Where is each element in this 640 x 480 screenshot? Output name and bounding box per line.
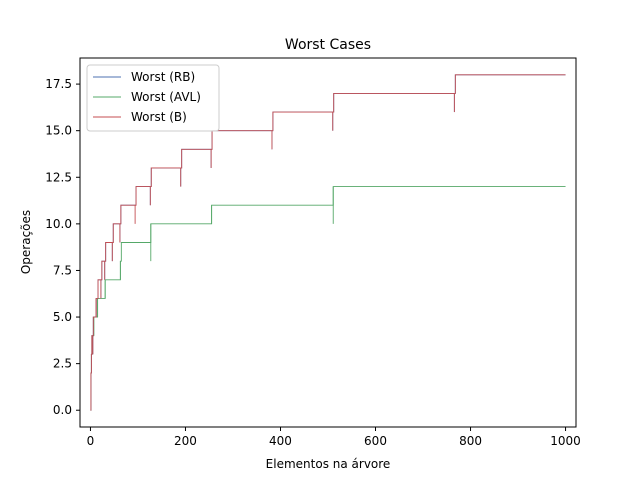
y-tick-label: 17.5 bbox=[45, 77, 72, 91]
x-tick-label: 400 bbox=[269, 434, 292, 448]
x-axis-ticks: 0 200 400 600 800 1000 bbox=[87, 427, 581, 448]
y-tick-label: 5.0 bbox=[53, 310, 72, 324]
x-axis-label: Elementos na árvore bbox=[266, 457, 391, 471]
y-tick-label: 0.0 bbox=[53, 403, 72, 417]
x-tick-label: 0 bbox=[87, 434, 95, 448]
legend-entry: Worst (RB) bbox=[131, 70, 195, 84]
y-tick-label: 12.5 bbox=[45, 170, 72, 184]
x-tick-label: 200 bbox=[174, 434, 197, 448]
x-tick-label: 600 bbox=[364, 434, 387, 448]
y-tick-label: 15.0 bbox=[45, 124, 72, 138]
chart-title: Worst Cases bbox=[285, 37, 371, 53]
legend-entry: Worst (AVL) bbox=[131, 90, 201, 104]
y-tick-label: 7.5 bbox=[53, 263, 72, 277]
plot-lines bbox=[90, 74, 566, 411]
y-axis-ticks: 0.0 2.5 5.0 7.5 10.0 12.5 15.0 17.5 bbox=[45, 77, 80, 417]
y-tick-label: 10.0 bbox=[45, 217, 72, 231]
y-tick-label: 2.5 bbox=[53, 357, 72, 371]
axes-frame bbox=[79, 57, 577, 428]
legend-entry: Worst (B) bbox=[131, 110, 187, 124]
y-axis-label: Operações bbox=[19, 210, 33, 274]
x-tick-label: 800 bbox=[459, 434, 482, 448]
legend-box bbox=[86, 64, 220, 132]
x-tick-label: 1000 bbox=[550, 434, 581, 448]
series-line-2 bbox=[90, 74, 566, 411]
legend: Worst (RB) Worst (AVL) Worst (B) bbox=[86, 64, 220, 132]
